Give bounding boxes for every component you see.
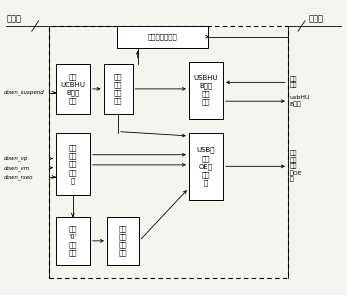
Bar (56, 133, 90, 195)
Text: 上下游切换通路: 上下游切换通路 (147, 34, 177, 40)
Text: 下游
包检
测起
始信
号: 下游 包检 测起 始信 号 (68, 145, 77, 184)
Text: USBHU
B复位
信号
产生: USBHU B复位 信号 产生 (194, 75, 218, 106)
Bar (49, 26, 288, 278)
Text: down_suspend: down_suspend (3, 90, 44, 95)
Text: USB收
发器
OE信
号产
生: USB收 发器 OE信 号产 生 (197, 147, 215, 186)
Text: 单端
‘0’
信号
检测: 单端 ‘0’ 信号 检测 (68, 226, 77, 256)
Text: 下游
UCBHU
B挂起
检测: 下游 UCBHU B挂起 检测 (60, 74, 85, 104)
Text: down_vp: down_vp (3, 156, 28, 161)
Bar (107, 217, 139, 265)
Text: usbHU
B复位: usbHU B复位 (290, 96, 310, 107)
Bar (56, 217, 90, 265)
Text: 上游口: 上游口 (308, 14, 323, 23)
Bar (56, 63, 90, 114)
Text: 去上
游收
发器
的OE
端: 去上 游收 发器 的OE 端 (290, 150, 302, 182)
Text: down_vm: down_vm (3, 165, 30, 171)
Text: 下游
复位
信号
产生: 下游 复位 信号 产生 (114, 73, 122, 104)
Text: down_rseo: down_rseo (3, 174, 33, 180)
Text: 包结
束检
测与
延时: 包结 束检 测与 延时 (119, 225, 127, 256)
Bar (117, 26, 208, 47)
Bar (103, 63, 133, 114)
Text: 上电
信号: 上电 信号 (290, 76, 297, 88)
Bar (189, 62, 223, 119)
Text: 下游口: 下游口 (6, 14, 21, 23)
Bar (189, 133, 223, 200)
